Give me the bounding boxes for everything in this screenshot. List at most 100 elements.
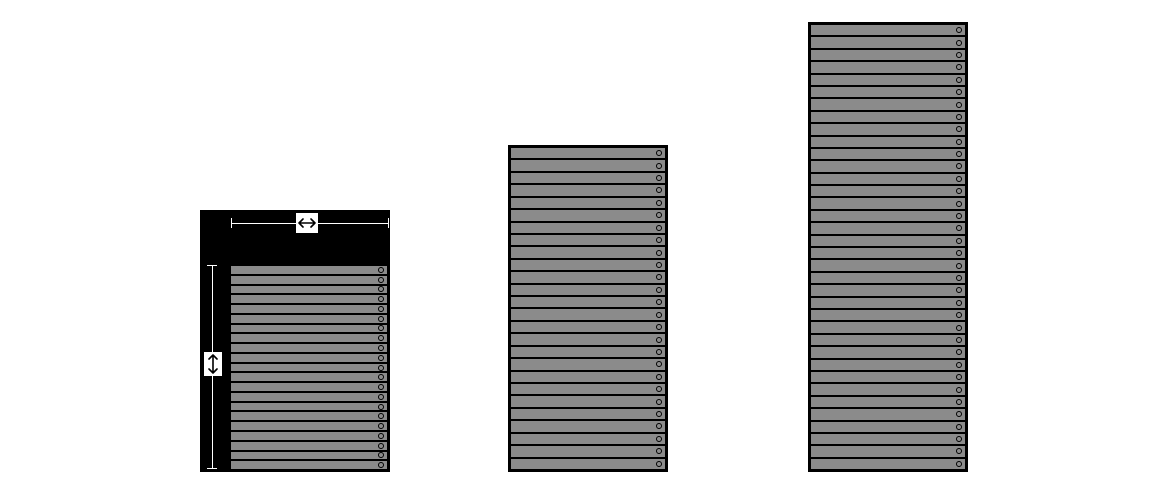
rack-unit <box>231 412 387 420</box>
power-led-icon <box>956 40 962 46</box>
power-led-icon <box>956 176 962 182</box>
power-led-icon <box>956 188 962 194</box>
rack-unit <box>811 25 965 35</box>
power-led-icon <box>378 443 384 449</box>
rack-unit <box>511 185 665 195</box>
power-led-icon <box>656 163 662 169</box>
rack-unit <box>231 354 387 362</box>
rack-unit <box>511 396 665 406</box>
power-led-icon <box>956 225 962 231</box>
power-led-icon <box>956 436 962 442</box>
power-led-icon <box>956 362 962 368</box>
rack-unit <box>511 223 665 233</box>
power-led-icon <box>956 151 962 157</box>
rack-unit <box>511 272 665 282</box>
rack-unit <box>511 322 665 332</box>
power-led-icon <box>378 404 384 410</box>
power-led-icon <box>956 399 962 405</box>
rack-unit <box>231 325 387 333</box>
rack-large <box>808 22 968 472</box>
rack-unit <box>231 266 387 274</box>
rack-unit <box>811 37 965 47</box>
power-led-icon <box>956 461 962 467</box>
rack-unit <box>811 397 965 407</box>
power-led-icon <box>956 387 962 393</box>
power-led-icon <box>656 461 662 467</box>
rack-unit <box>511 347 665 357</box>
rack-unit <box>231 422 387 430</box>
rack-unit <box>511 260 665 270</box>
rack-unit <box>811 384 965 394</box>
rack-unit <box>511 359 665 369</box>
rack-unit <box>811 124 965 134</box>
rack-unit <box>811 285 965 295</box>
rack-unit <box>511 160 665 170</box>
rack-unit <box>231 334 387 342</box>
rack-unit <box>811 273 965 283</box>
power-led-icon <box>656 187 662 193</box>
power-led-icon <box>378 296 384 302</box>
power-led-icon <box>378 423 384 429</box>
rack-unit <box>811 174 965 184</box>
power-led-icon <box>956 263 962 269</box>
power-led-icon <box>656 250 662 256</box>
rack-unit <box>231 295 387 303</box>
power-led-icon <box>656 337 662 343</box>
power-led-icon <box>956 89 962 95</box>
power-led-icon <box>378 355 384 361</box>
power-led-icon <box>956 77 962 83</box>
rack-unit <box>511 421 665 431</box>
power-led-icon <box>956 213 962 219</box>
rack-unit <box>811 137 965 147</box>
rack-unit <box>511 247 665 257</box>
power-led-icon <box>956 102 962 108</box>
power-led-icon <box>656 448 662 454</box>
power-led-icon <box>656 349 662 355</box>
power-led-icon <box>656 262 662 268</box>
rack-unit <box>511 285 665 295</box>
rack-unit <box>811 211 965 221</box>
power-led-icon <box>956 374 962 380</box>
rack-unit <box>811 260 965 270</box>
height-arrow-icon <box>204 352 222 376</box>
rack-unit <box>811 161 965 171</box>
rack-unit <box>511 235 665 245</box>
power-led-icon <box>378 277 384 283</box>
power-led-icon <box>378 286 384 292</box>
rack-unit <box>511 297 665 307</box>
rack-unit <box>811 112 965 122</box>
power-led-icon <box>656 274 662 280</box>
power-led-icon <box>656 374 662 380</box>
rack-unit <box>811 322 965 332</box>
power-led-icon <box>656 312 662 318</box>
power-led-icon <box>956 424 962 430</box>
power-led-icon <box>378 365 384 371</box>
power-led-icon <box>656 399 662 405</box>
rack-unit <box>511 173 665 183</box>
rack-unit <box>231 432 387 440</box>
rack-unit <box>811 422 965 432</box>
power-led-icon <box>956 250 962 256</box>
rack-unit <box>511 409 665 419</box>
rack-unit <box>811 62 965 72</box>
power-led-icon <box>378 413 384 419</box>
power-led-icon <box>378 335 384 341</box>
rack-unit <box>811 186 965 196</box>
power-led-icon <box>378 374 384 380</box>
rack-unit <box>811 198 965 208</box>
power-led-icon <box>656 299 662 305</box>
diagram-stage <box>0 0 1170 500</box>
rack-unit <box>511 148 665 158</box>
power-led-icon <box>378 452 384 458</box>
rack-unit <box>231 286 387 294</box>
power-led-icon <box>956 337 962 343</box>
width-arrow-icon <box>296 213 318 233</box>
rack-unit <box>811 99 965 109</box>
power-led-icon <box>656 361 662 367</box>
power-led-icon <box>378 462 384 468</box>
rack-unit <box>811 223 965 233</box>
power-led-icon <box>656 436 662 442</box>
power-led-icon <box>956 325 962 331</box>
rack-unit <box>231 452 387 460</box>
power-led-icon <box>378 394 384 400</box>
